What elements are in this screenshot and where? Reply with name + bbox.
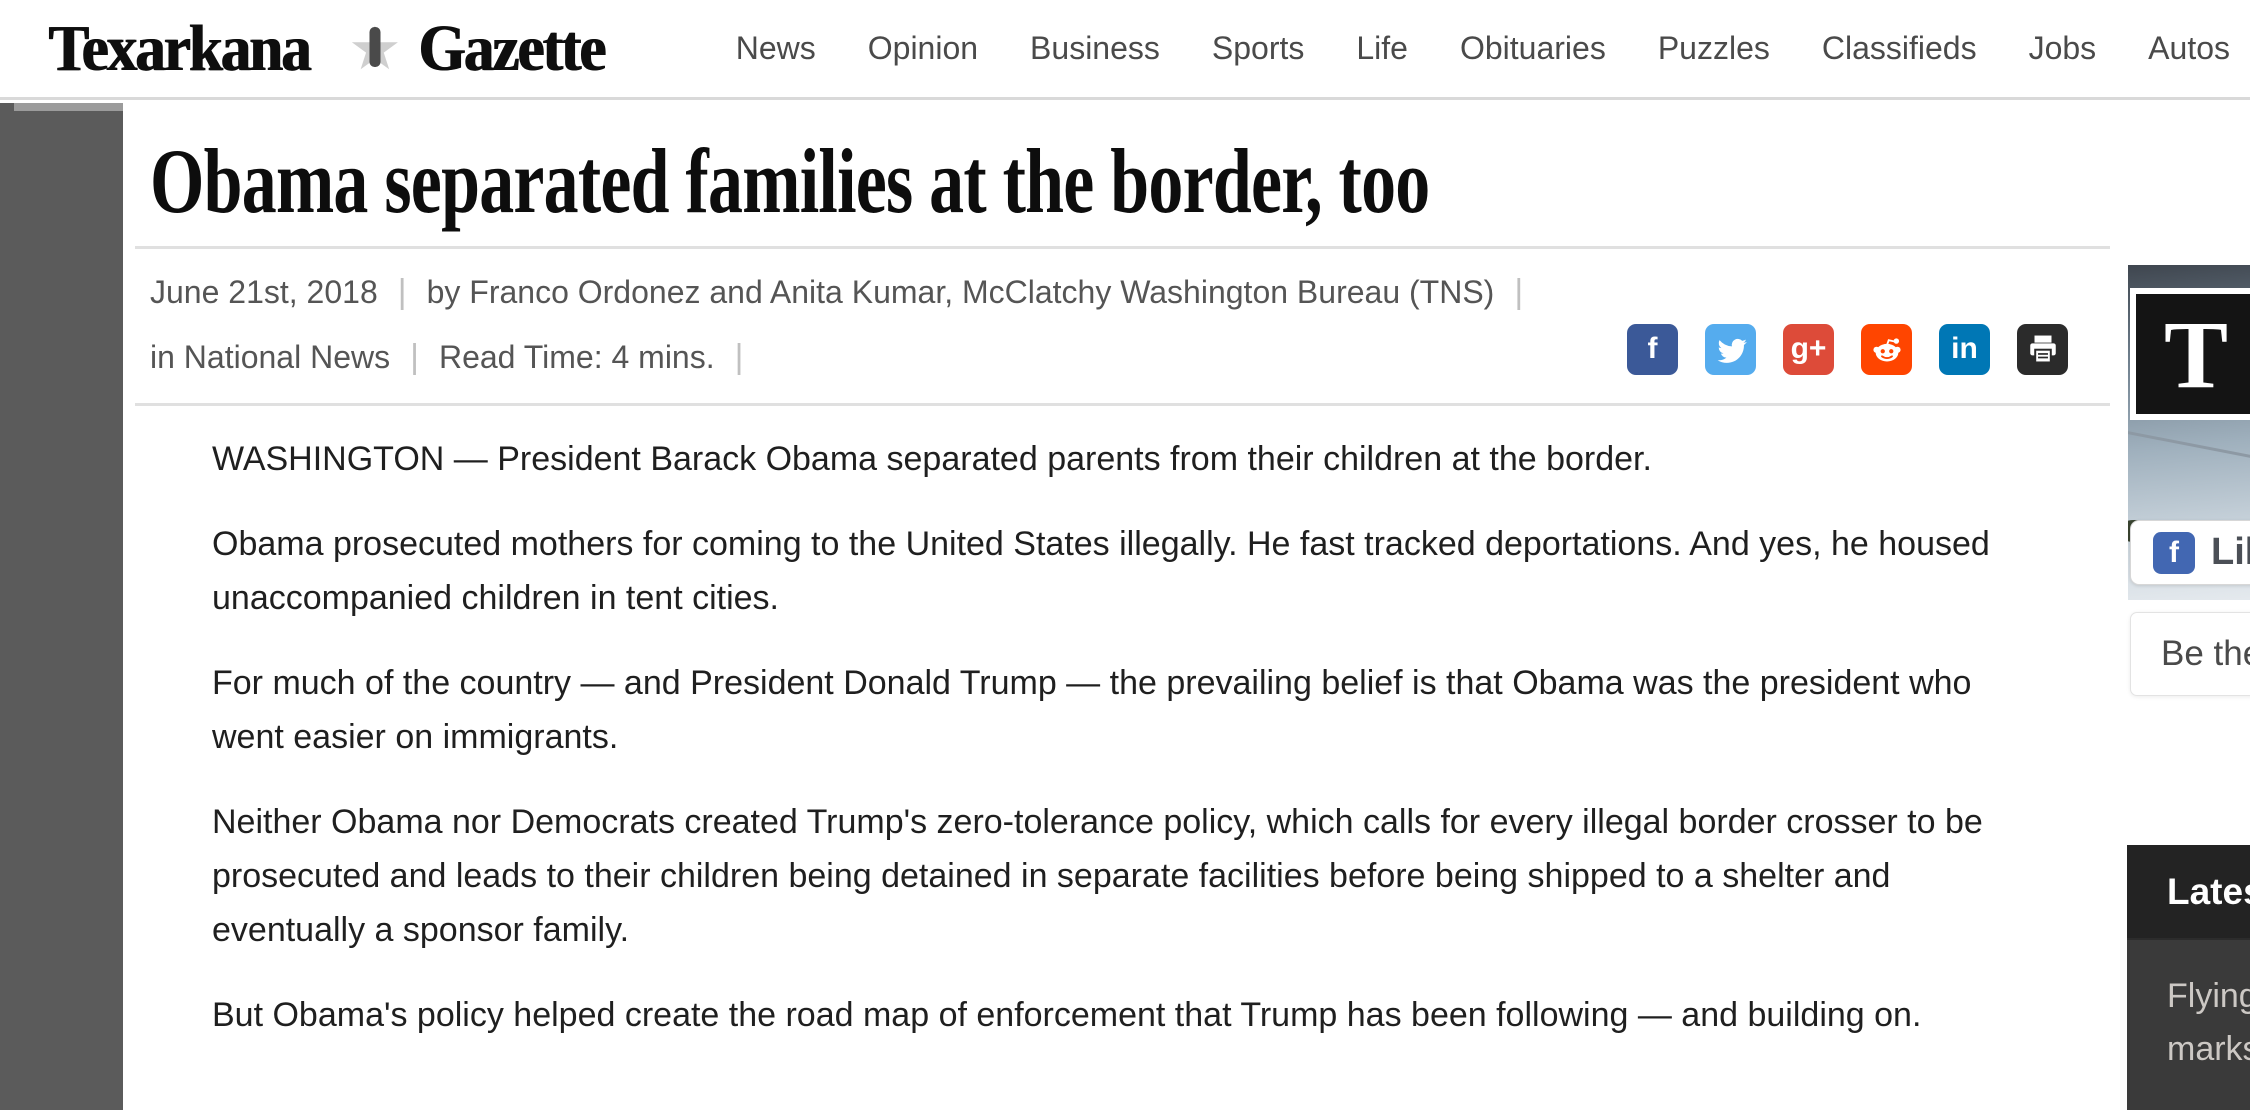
left-gutter-strip — [0, 103, 123, 1110]
facebook-widget-profile-image[interactable]: T — [2130, 288, 2250, 420]
reddit-alien-icon — [1872, 338, 1901, 362]
article-paragraph: WASHINGTON — President Barack Obama sepa… — [212, 439, 1652, 478]
article-section-link[interactable]: in National News — [150, 338, 391, 375]
article-column: Obama separated families at the border, … — [135, 103, 2110, 1073]
article-byline: by Franco Ordonez and Anita Kumar, McCla… — [426, 273, 1495, 310]
facebook-f-icon: f — [2153, 531, 2195, 574]
twitter-bird-icon — [1717, 338, 1747, 363]
meta-separator: | — [1514, 272, 1524, 311]
cover-photo-powerline — [2128, 426, 2250, 517]
nav-item-puzzles[interactable]: Puzzles — [1657, 30, 1770, 66]
printer-icon — [2029, 335, 2056, 364]
meta-divider — [135, 402, 2110, 406]
facebook-widget-teaser: Be the — [2130, 612, 2250, 696]
nav-item-obituaries[interactable]: Obituaries — [1459, 30, 1606, 66]
share-twitter-icon[interactable] — [1705, 323, 1756, 375]
latest-section-header: Latest — [2127, 845, 2250, 938]
gazette-t-monogram: T — [2163, 300, 2229, 408]
star-bear-emblem-icon: ★ — [348, 19, 402, 79]
latest-article-line: marks 1 — [2167, 1030, 2250, 1068]
nav-item-life[interactable]: Life — [1356, 30, 1408, 66]
nav-item-autos[interactable]: Autos — [2148, 30, 2230, 66]
article-paragraph: Obama prosecuted mothers for coming to t… — [212, 524, 1990, 617]
main-nav: News Opinion Business Sports Life Obitua… — [736, 30, 2230, 67]
nav-item-jobs[interactable]: Jobs — [2028, 30, 2097, 66]
share-googleplus-icon[interactable]: g+ — [1783, 323, 1834, 375]
site-header: Texarkana ★ Gazette News Opinion Busines… — [0, 0, 2250, 100]
share-reddit-icon[interactable] — [1861, 323, 1912, 375]
meta-separator: | — [397, 272, 407, 311]
nav-item-news[interactable]: News — [735, 30, 816, 66]
nav-item-opinion[interactable]: Opinion — [867, 30, 979, 66]
share-facebook-icon[interactable]: f — [1627, 323, 1678, 375]
article-read-time: Read Time: 4 mins. — [438, 338, 715, 375]
article-paragraph: Neither Obama nor Democrats created Trum… — [212, 802, 1983, 949]
logo-word-left: Texarkana — [48, 11, 311, 85]
headline-divider — [135, 245, 2110, 249]
article-date: June 21st, 2018 — [150, 273, 378, 310]
article-paragraph: For much of the country — and President … — [212, 663, 1972, 756]
facebook-like-button[interactable]: f Like — [2130, 520, 2250, 585]
nav-item-sports[interactable]: Sports — [1211, 30, 1305, 66]
meta-separator: | — [734, 337, 744, 376]
nav-item-classifieds[interactable]: Classifieds — [1821, 30, 1977, 66]
logo-word-right: Gazette — [417, 11, 606, 85]
article-paragraph: But Obama's policy helped create the roa… — [212, 995, 1922, 1034]
latest-article-line: Flying h — [2167, 977, 2250, 1015]
nav-item-business[interactable]: Business — [1030, 30, 1160, 66]
article-body: WASHINGTON — President Barack Obama sepa… — [135, 406, 2110, 1042]
share-linkedin-icon[interactable]: in — [1939, 323, 1990, 375]
like-button-label: Like — [2211, 531, 2250, 573]
share-print-icon[interactable] — [2017, 323, 2068, 375]
share-toolbar: f g+ — [1627, 323, 2068, 375]
site-logo[interactable]: Texarkana ★ Gazette — [48, 11, 620, 87]
latest-article-link[interactable]: Flying h marks 1 — [2127, 938, 2250, 1110]
meta-separator: | — [410, 337, 419, 376]
article-meta: June 21st, 2018 | by Franco Ordonez and … — [135, 249, 2110, 403]
page-title: Obama separated families at the border, … — [150, 130, 1430, 232]
